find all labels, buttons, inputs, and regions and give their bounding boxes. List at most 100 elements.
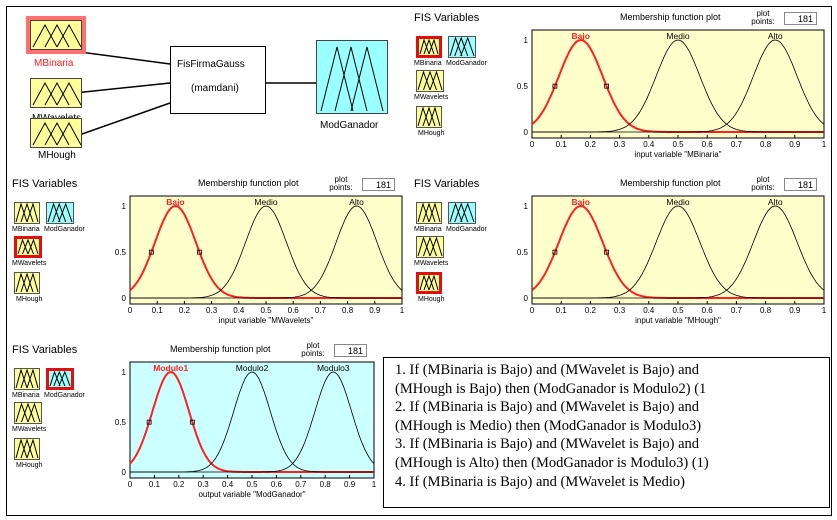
mf-panel-mwavelets: FIS Variables Membership function plot plo… [10,176,408,338]
mf-plot-svg: 0 0.5 1 0 0.1 0.2 0.3 0.4 0.5 0.6 0.7 0.8 0.9 1 input … [517,29,827,159]
mf-plot-svg: 0 0.5 1 0 0.1 0.2 0.3 0.4 0.5 0.6 0.7 0.8 0.9 1 input … [115,195,405,325]
fis-variables-title: FIS Variables [414,178,480,190]
x-tick-label: 0 [128,306,133,315]
x-tick-label: 0.7 [731,306,743,315]
mini-input-mbinaria-icon[interactable] [416,36,442,58]
x-tick-label: 0.4 [643,306,655,315]
mini-input-mhough-icon[interactable] [14,272,40,294]
mini-input-label: MWavelets [414,94,449,101]
mini-output-modganador-icon[interactable] [448,202,476,224]
mini-input-mbinaria-icon[interactable] [14,202,40,224]
mini-input-mhough-icon[interactable] [14,438,40,460]
x-tick-label: 0 [128,480,133,489]
plot-points-input[interactable]: 181 [784,12,817,25]
fis-variables-title: FIS Variables [12,178,78,190]
input-mwavelets-icon[interactable] [30,78,82,108]
plot-points-label: plot points: [329,175,353,192]
y-tick-label: 0.5 [517,248,529,257]
mf-name-label: Modulo1 [153,363,188,373]
mf-curve-alto[interactable] [532,39,825,133]
plot-points-input[interactable]: 181 [334,344,367,357]
mf-drag-handle[interactable] [148,249,154,255]
mini-output-modganador-icon[interactable] [448,36,476,58]
x-tick-label: 0.3 [198,480,210,489]
mini-input-mwavelets-icon[interactable] [416,70,444,92]
mf-name-label: Alto [768,197,783,207]
mini-input-label: MBinaria [414,60,442,67]
mf-panel-mbinaria: FIS Variables Membership function plot plo… [412,10,830,172]
fis-system-name: FisFirmaGauss [177,59,245,70]
mini-input-mwavelets-icon[interactable] [14,402,42,424]
x-tick-label: 0.8 [760,140,772,149]
mini-input-label: MWavelets [12,260,47,267]
mf-name-label: Bajo [166,197,184,207]
x-tick-label: 0.4 [643,140,655,149]
x-axis-label: input variable "MBinaria" [634,150,721,159]
rule-line: (MHough is Medio) then (ModGanador is Mo… [395,417,702,434]
input-mbinaria-icon[interactable] [30,20,82,50]
x-axis-label: output variable "ModGanador" [198,490,305,499]
x-tick-label: 1 [822,140,827,149]
mf-curve-alto[interactable] [130,205,403,299]
x-tick-label: 0.5 [246,480,258,489]
mf-drag-handle[interactable] [197,249,202,255]
y-tick-label: 1 [122,202,127,211]
plot-points-input[interactable]: 181 [784,178,817,191]
plot-points-input[interactable]: 181 [362,178,395,191]
input-mbinaria-label: MBinaria [34,58,74,69]
x-tick-label: 0.3 [614,140,626,149]
mf-drag-handle[interactable] [146,419,152,425]
mini-output-label: ModGanador [44,392,85,399]
x-tick-label: 0.1 [556,306,568,315]
x-tick-label: 0 [530,140,535,149]
y-tick-label: 1 [122,368,127,377]
mini-input-mwavelets-icon[interactable] [14,236,42,258]
x-tick-label: 0.7 [295,480,307,489]
x-tick-label: 0.8 [320,480,332,489]
mini-input-mhough-icon[interactable] [416,106,442,128]
mini-input-mbinaria-icon[interactable] [14,368,40,390]
x-tick-label: 1 [372,480,377,489]
x-tick-label: 0.2 [585,140,597,149]
y-tick-label: 1 [524,202,529,211]
mini-input-label: MWavelets [414,260,449,267]
mini-output-label: ModGanador [446,226,487,233]
mf-drag-handle[interactable] [552,249,558,255]
mf-drag-handle[interactable] [604,83,610,89]
mini-input-label: MHough [418,296,445,303]
x-tick-label: 0.9 [789,306,801,315]
mini-input-mbinaria-icon[interactable] [416,202,442,224]
input-mhough-icon[interactable] [30,118,82,148]
x-tick-label: 0.2 [585,306,597,315]
mf-plot-title: Membership function plot [198,178,299,188]
mf-name-label: Modulo2 [236,363,269,373]
mf-plot-area[interactable] [129,361,375,479]
mf-drag-handle[interactable] [189,419,195,425]
mf-plot-area[interactable] [531,195,825,305]
rule-line: 2. If (MBinaria is Bajo) and (MWavelet i… [395,399,700,416]
x-tick-label: 0.1 [152,306,164,315]
fis-editor-diagram: MBinaria MWavelets MHough FisFirmaGauss … [8,8,398,161]
mf-plot-title: Membership function plot [620,178,721,188]
mini-output-modganador-icon[interactable] [46,368,74,390]
mf-drag-handle[interactable] [604,249,610,255]
x-tick-label: 0.4 [233,306,245,315]
y-tick-label: 1 [524,36,529,45]
fis-system-block[interactable]: FisFirmaGauss (mamdani) [170,46,266,114]
mini-input-mhough-icon[interactable] [416,272,442,294]
output-modganador-icon[interactable] [316,40,388,114]
x-tick-label: 0.8 [760,306,772,315]
mf-curve-alto[interactable] [532,205,825,299]
mf-plot-area[interactable] [531,29,825,139]
mf-curve-modulo3[interactable] [130,371,375,473]
plot-points-label: plot points: [301,341,325,358]
x-tick-label: 0.5 [260,306,272,315]
mini-input-mwavelets-icon[interactable] [416,236,444,258]
mini-output-modganador-icon[interactable] [46,202,74,224]
mini-input-label: MHough [418,130,445,137]
mf-plot-area[interactable] [129,195,403,305]
mf-name-label: Medio [666,31,689,41]
mf-drag-handle[interactable] [552,83,558,89]
y-tick-label: 0 [524,128,529,137]
x-tick-label: 0.6 [702,306,714,315]
